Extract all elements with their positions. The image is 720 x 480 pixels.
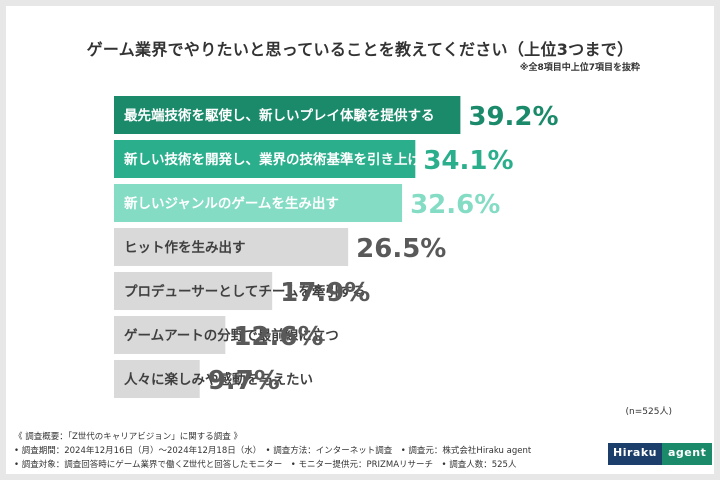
chart-title: ゲーム業界でやりたいと思っていることを教えてください（上位3つまで） (86, 40, 634, 59)
sample-size-label: (n=525人) (625, 407, 672, 417)
value-label-7: 9.7% (208, 366, 280, 396)
value-label-6: 12.6% (233, 322, 323, 352)
bar-5 (114, 272, 273, 310)
bar-1 (114, 96, 461, 134)
company-logo: Hiraku agent (608, 443, 713, 465)
bar-7 (114, 360, 200, 398)
category-label-5: プロデューサーとしてチームを牽引する (124, 283, 366, 300)
bar-6 (114, 316, 226, 354)
footer-line-3: • 調査対象：調査回答時にゲーム業界で働くZ世代と回答したモニター • モニター… (14, 460, 517, 470)
value-label-3: 32.6% (410, 190, 500, 220)
category-label-2: 新しい技術を開発し、業界の技術基準を引き上げる (124, 151, 435, 168)
logo-part-2: agent (661, 443, 713, 465)
category-label-1: 最先端技術を駆使し、新しいプレイ体験を提供する (124, 107, 435, 124)
chart-note: ※全8項目中上位7項目を抜粋 (519, 63, 640, 73)
category-label-7: 人々に楽しみや感動を与えたい (124, 371, 313, 388)
category-label-6: ゲームアートの分野で最前線に立つ (124, 327, 339, 344)
logo-part-1: Hiraku (608, 443, 662, 465)
survey-footer: 《 調査概要：「Z世代のキャリアビジョン」に関する調査 》 • 調査期間：202… (14, 430, 531, 472)
category-label-3: 新しいジャンルのゲームを生み出す (124, 195, 339, 212)
category-label-4: ヒット作を生み出す (124, 239, 246, 256)
footer-line-2: • 調査期間：2024年12月16日（月）〜2024年12月18日（水） • 調… (14, 446, 532, 456)
value-label-5: 17.9% (280, 278, 370, 308)
bar-4 (114, 228, 349, 266)
bar-2 (114, 140, 416, 178)
value-label-4: 26.5% (356, 234, 446, 264)
value-label-2: 34.1% (423, 146, 513, 176)
footer-line-1: 《 調査概要：「Z世代のキャリアビジョン」に関する調査 》 (14, 432, 242, 442)
bar-3 (114, 184, 403, 222)
value-label-1: 39.2% (468, 102, 558, 132)
